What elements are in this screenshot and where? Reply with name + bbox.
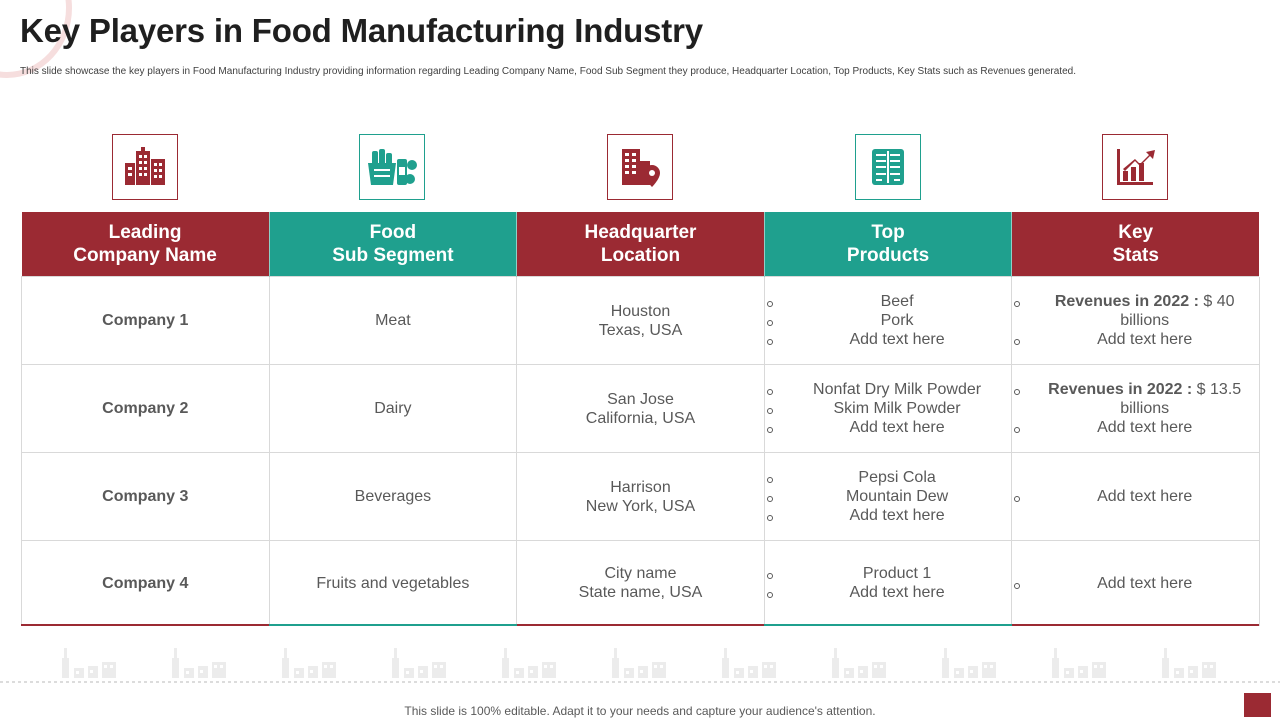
list-item: Beef bbox=[765, 292, 1012, 311]
header-top-products: Top Products bbox=[764, 212, 1013, 277]
list-item: Add text here bbox=[1012, 574, 1259, 593]
header-key-stats: Key Stats bbox=[1011, 212, 1260, 277]
header-headquarter-location: Headquarter Location bbox=[516, 212, 765, 277]
column-underline-teal bbox=[269, 624, 517, 626]
table-row: Company 1 Meat Houston Texas, USA Beef Po… bbox=[21, 276, 1260, 365]
list-item: Add text here bbox=[1012, 487, 1259, 506]
product-list-icon bbox=[854, 134, 921, 200]
location-cell: City name State name, USA bbox=[516, 540, 765, 626]
table-row: Company 4 Fruits and vegetables City nam… bbox=[21, 540, 1260, 626]
buildings-icon bbox=[111, 134, 178, 200]
stats-cell: Add text here bbox=[1011, 452, 1260, 541]
footer-square bbox=[1244, 693, 1271, 717]
stats-cell: Revenues in 2022 : $ 40 billions Add tex… bbox=[1011, 276, 1260, 365]
list-item: Mountain Dew bbox=[765, 487, 1012, 506]
header-company-name: Leading Company Name bbox=[21, 212, 270, 277]
list-item: Pork bbox=[765, 311, 1012, 330]
column-underline-red bbox=[21, 624, 269, 626]
list-item: Add text here bbox=[765, 506, 1012, 525]
location-cell: San Jose California, USA bbox=[516, 364, 765, 453]
products-cell: Pepsi Cola Mountain Dew Add text here bbox=[763, 452, 1013, 541]
column-underline-red bbox=[1012, 624, 1259, 626]
table-row: Company 2 Dairy San Jose California, USA … bbox=[21, 364, 1260, 453]
list-item: Product 1 bbox=[765, 564, 1012, 583]
list-item: Add text here bbox=[1012, 418, 1259, 437]
stats-cell: Add text here bbox=[1011, 540, 1260, 626]
footer-note: This slide is 100% editable. Adapt it to… bbox=[404, 704, 876, 718]
icon-row bbox=[21, 134, 1259, 204]
products-cell: Nonfat Dry Milk Powder Skim Milk Powder … bbox=[763, 364, 1013, 453]
products-cell: Product 1 Add text here bbox=[763, 540, 1013, 626]
page-title: Key Players in Food Manufacturing Indust… bbox=[20, 12, 703, 49]
list-item: Revenues in 2022 : $ 13.5 billions bbox=[1012, 380, 1259, 418]
company-name-cell: Company 4 bbox=[21, 540, 270, 626]
list-item: Add text here bbox=[765, 583, 1012, 602]
list-item: Add text here bbox=[765, 418, 1012, 437]
stats-cell: Revenues in 2022 : $ 13.5 billions Add t… bbox=[1011, 364, 1260, 453]
list-item: Add text here bbox=[765, 330, 1012, 349]
segment-cell: Beverages bbox=[268, 452, 518, 541]
list-item: Add text here bbox=[1012, 330, 1259, 349]
skyline-decoration bbox=[0, 648, 1280, 683]
header-food-sub-segment: Food Sub Segment bbox=[269, 212, 518, 277]
segment-cell: Fruits and vegetables bbox=[268, 540, 518, 626]
list-item: Pepsi Cola bbox=[765, 468, 1012, 487]
table-header-row: Leading Company Name Food Sub Segment Head… bbox=[21, 212, 1260, 277]
location-cell: Harrison New York, USA bbox=[516, 452, 765, 541]
products-cell: Beef Pork Add text here bbox=[763, 276, 1013, 365]
table-row: Company 3 Beverages Harrison New York, US… bbox=[21, 452, 1260, 541]
growth-chart-icon bbox=[1102, 134, 1169, 200]
list-item: Skim Milk Powder bbox=[765, 399, 1012, 418]
company-name-cell: Company 2 bbox=[21, 364, 270, 453]
location-cell: Houston Texas, USA bbox=[516, 276, 765, 365]
building-location-icon bbox=[606, 134, 673, 200]
segment-cell: Dairy bbox=[268, 364, 518, 453]
column-underline-red bbox=[517, 624, 764, 626]
page-subtitle: This slide showcase the key players in F… bbox=[20, 66, 1076, 77]
key-players-table: Leading Company Name Food Sub Segment Head… bbox=[21, 212, 1260, 626]
column-underline-teal bbox=[764, 624, 1012, 626]
segment-cell: Meat bbox=[268, 276, 518, 365]
list-item: Revenues in 2022 : $ 40 billions bbox=[1012, 292, 1259, 330]
grocery-basket-icon bbox=[359, 134, 426, 200]
list-item: Nonfat Dry Milk Powder bbox=[765, 380, 1012, 399]
company-name-cell: Company 3 bbox=[21, 452, 270, 541]
company-name-cell: Company 1 bbox=[21, 276, 270, 365]
